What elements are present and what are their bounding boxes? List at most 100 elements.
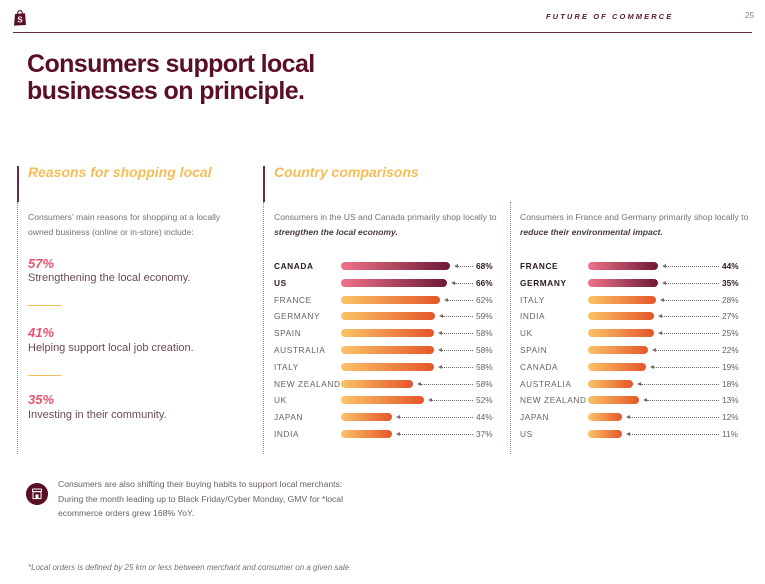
page-number: 25 <box>745 11 754 20</box>
bar-row: NEW ZEALAND 13% <box>520 393 752 409</box>
leader-line <box>441 366 473 368</box>
bar-row: FRANCE 44% <box>520 259 752 275</box>
bar-row: UK 25% <box>520 326 752 342</box>
value-label: 68% <box>476 261 493 271</box>
country-label: INDIA <box>520 311 546 322</box>
bar-row: GERMANY 35% <box>520 276 752 292</box>
leader-arrowhead <box>662 264 667 268</box>
bar <box>588 329 654 338</box>
bar <box>588 262 659 270</box>
bar-row: FRANCE 62% <box>274 293 506 309</box>
leader-arrowhead <box>444 297 449 302</box>
value-label: 58% <box>476 361 493 372</box>
leader-arrowhead <box>625 432 630 436</box>
page-title: Consumers support local businesses on pr… <box>27 50 315 105</box>
leader-arrowhead <box>396 432 401 436</box>
country-label: CANADA <box>520 361 559 372</box>
value-label: 62% <box>476 294 493 305</box>
bar-row: JAPAN 44% <box>274 410 506 426</box>
value-label: 37% <box>476 429 493 439</box>
leader-line <box>661 333 719 335</box>
bar <box>341 430 393 438</box>
leader-line <box>400 434 473 435</box>
running-head: FUTURE OF COMMERCE <box>546 12 674 21</box>
bar-row: ITALY 58% <box>274 360 506 376</box>
bar <box>588 362 647 371</box>
bar <box>588 312 655 321</box>
leader-line <box>647 400 719 402</box>
bar <box>341 329 434 338</box>
country-label: US <box>520 429 533 439</box>
leader-arrowhead <box>396 415 401 420</box>
us-canada-intro: Consumers in the US and Canada primarily… <box>274 212 497 237</box>
header-divider <box>13 32 752 33</box>
value-label: 52% <box>476 395 493 406</box>
leader-arrowhead <box>437 331 442 336</box>
country-label: JAPAN <box>520 412 550 423</box>
leader-line <box>662 316 719 318</box>
country-label: NEW ZEALAND <box>520 395 587 406</box>
bar <box>341 278 447 287</box>
storefront-icon <box>26 483 48 505</box>
bar-row: CANADA 19% <box>520 360 752 376</box>
bar <box>588 379 633 388</box>
value-label: 28% <box>722 294 739 305</box>
country-label: GERMANY <box>520 277 567 288</box>
bar-row: INDIA 37% <box>274 427 506 443</box>
france-germany-intro: Consumers in France and Germany primaril… <box>520 212 749 237</box>
leader-line <box>448 299 473 301</box>
leader-arrowhead <box>437 364 442 369</box>
country-label: ITALY <box>274 361 299 372</box>
footnote: *Local orders is defined by 25 km or les… <box>28 563 350 572</box>
leader-line <box>454 282 473 284</box>
country-label: FRANCE <box>520 261 559 271</box>
leader-line <box>666 282 719 284</box>
bar <box>341 346 434 354</box>
leader-arrowhead <box>658 314 663 319</box>
value-label: 59% <box>476 311 493 322</box>
country-label: CANADA <box>274 261 314 271</box>
column-dotted-line <box>510 202 511 454</box>
value-label: 19% <box>722 361 739 372</box>
section-marker <box>263 166 265 202</box>
bar <box>341 312 436 321</box>
leader-line <box>629 434 719 435</box>
value-label: 27% <box>722 311 739 322</box>
bar <box>588 278 659 287</box>
value-label: 44% <box>476 412 493 423</box>
leader-arrowhead <box>417 381 421 386</box>
stat-label: Strengthening the local economy. <box>28 272 191 284</box>
leader-arrowhead <box>453 264 458 268</box>
country-label: INDIA <box>274 429 300 439</box>
country-label: UK <box>520 328 533 339</box>
value-label: 58% <box>476 345 493 355</box>
country-label: SPAIN <box>274 328 302 339</box>
leader-line <box>432 400 473 402</box>
leader-arrowhead <box>652 348 656 352</box>
bar <box>588 396 640 405</box>
bar <box>341 379 413 388</box>
leader-line <box>640 383 719 385</box>
leader-arrowhead <box>643 398 648 403</box>
value-label: 12% <box>722 412 739 423</box>
note-text: Consumers are also shifting their buying… <box>58 479 343 518</box>
country-label: UK <box>274 395 287 406</box>
leader-line <box>443 316 473 318</box>
country-label: GERMANY <box>274 311 321 322</box>
stat-label: Helping support local job creation. <box>28 342 194 354</box>
stat-value: 57% <box>28 256 55 271</box>
reasons-intro: Consumers' main reasons for shopping at … <box>28 212 221 237</box>
section-marker <box>17 166 19 202</box>
value-label: 58% <box>476 378 493 389</box>
stat-divider <box>28 375 61 376</box>
country-label: US <box>274 277 287 288</box>
value-label: 22% <box>722 345 739 355</box>
section-dotted-line <box>17 202 18 454</box>
bar-row: JAPAN 12% <box>520 410 752 426</box>
bar <box>341 362 434 371</box>
bar-row: AUSTRALIA 18% <box>520 377 752 393</box>
leader-arrowhead <box>662 280 667 285</box>
leader-line <box>400 417 473 419</box>
reasons-heading: Reasons for shopping local <box>28 164 212 180</box>
bar-row: CANADA 68% <box>274 259 506 275</box>
